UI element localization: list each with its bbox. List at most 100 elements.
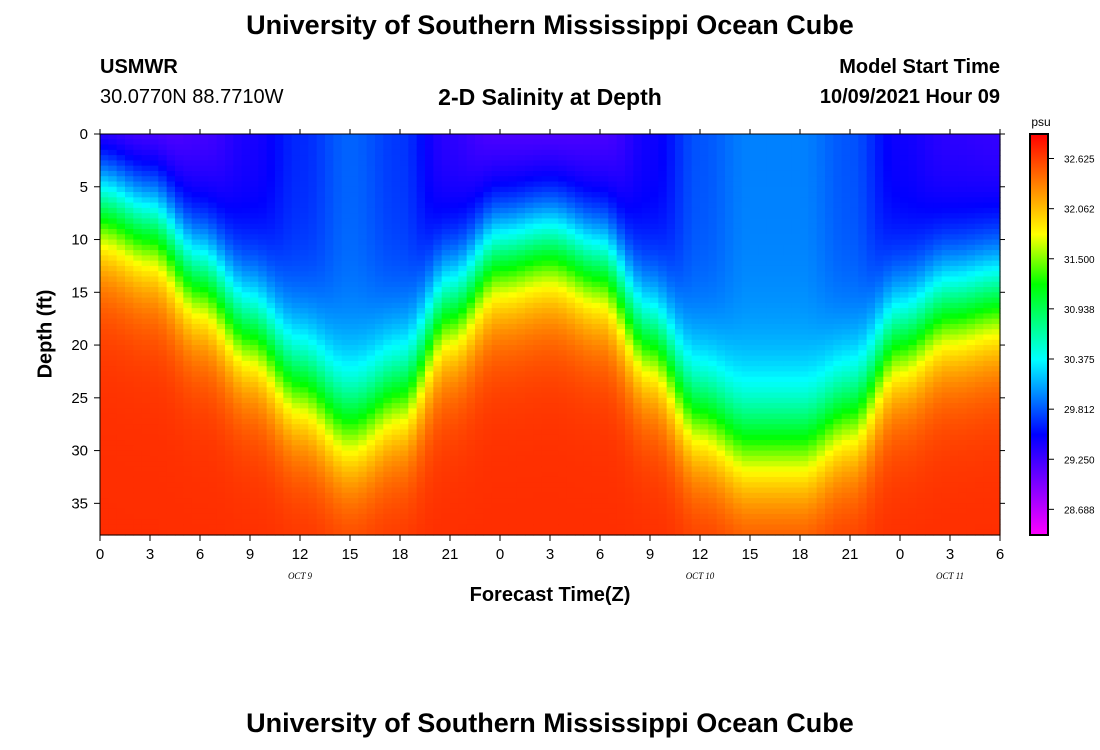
heatmap-cell xyxy=(566,160,576,167)
heatmap-cell xyxy=(133,202,143,209)
heatmap-cell xyxy=(508,308,518,314)
heatmap-cell xyxy=(158,339,168,346)
heatmap-cell xyxy=(350,371,359,378)
heatmap-cell xyxy=(108,387,118,394)
heatmap-cell xyxy=(575,213,584,220)
heatmap-cell xyxy=(358,408,368,415)
heatmap-cell xyxy=(475,202,484,209)
heatmap-cell xyxy=(391,413,401,420)
heatmap-cell xyxy=(133,218,143,225)
heatmap-cell xyxy=(491,524,501,531)
heatmap-cell xyxy=(400,139,409,146)
heatmap-cell xyxy=(341,207,351,214)
heatmap-cell xyxy=(508,529,518,536)
heatmap-cell xyxy=(166,318,176,325)
heatmap-cell xyxy=(483,424,493,431)
heatmap-cell xyxy=(133,170,143,177)
heatmap-cell xyxy=(175,260,184,267)
heatmap-cell xyxy=(291,329,301,336)
heatmap-cell xyxy=(216,429,226,436)
heatmap-cell xyxy=(366,487,376,494)
heatmap-cell xyxy=(558,334,568,341)
heatmap-cell xyxy=(400,387,409,394)
heatmap-cell xyxy=(250,513,259,520)
heatmap-cell xyxy=(516,524,526,531)
heatmap-cell xyxy=(208,218,218,225)
heatmap-cell xyxy=(558,466,568,473)
heatmap-cell xyxy=(583,519,593,526)
heatmap-cell xyxy=(275,297,284,304)
heatmap-cell xyxy=(241,287,251,293)
heatmap-cell xyxy=(525,165,534,172)
heatmap-cell xyxy=(400,455,409,462)
heatmap-cell xyxy=(308,408,318,415)
heatmap-cell xyxy=(158,271,168,278)
heatmap-cell xyxy=(166,371,176,378)
heatmap-cell xyxy=(541,160,551,167)
heatmap-cell xyxy=(458,139,468,146)
heatmap-cell xyxy=(600,155,609,161)
heatmap-cell xyxy=(108,329,118,336)
heatmap-cell xyxy=(350,181,359,188)
heatmap-cell xyxy=(400,450,409,457)
heatmap-cell xyxy=(508,323,518,330)
heatmap-cell xyxy=(625,134,634,140)
heatmap-cell xyxy=(200,529,209,536)
heatmap-cell xyxy=(266,186,276,193)
heatmap-cell xyxy=(225,260,234,267)
heatmap-cell xyxy=(433,160,443,167)
heatmap-cell xyxy=(333,165,343,172)
heatmap-cell xyxy=(308,455,318,462)
heatmap-cell xyxy=(333,281,343,288)
heatmap-cell xyxy=(458,155,468,161)
heatmap-cell xyxy=(166,466,176,473)
heatmap-cell xyxy=(208,381,218,388)
heatmap-cell xyxy=(483,371,493,378)
heatmap-cell xyxy=(291,529,301,536)
heatmap-cell xyxy=(583,202,593,209)
heatmap-cell xyxy=(391,165,401,172)
heatmap-cell xyxy=(325,403,334,409)
heatmap-cell xyxy=(566,276,576,283)
heatmap-cell xyxy=(400,429,409,436)
heatmap-cell xyxy=(566,297,576,304)
heatmap-cell xyxy=(116,192,126,198)
heatmap-cell xyxy=(416,355,426,362)
heatmap-cell xyxy=(541,155,551,161)
heatmap-cell xyxy=(433,387,443,394)
heatmap-cell xyxy=(425,160,434,167)
heatmap-cell xyxy=(125,260,134,267)
heatmap-cell xyxy=(616,445,626,452)
heatmap-cell xyxy=(483,308,493,314)
heatmap-cell xyxy=(175,176,184,183)
heatmap-cell xyxy=(333,265,343,272)
heatmap-cell xyxy=(516,239,526,246)
heatmap-cell xyxy=(233,408,243,415)
heatmap-cell xyxy=(233,366,243,373)
heatmap-cell xyxy=(583,513,593,520)
heatmap-cell xyxy=(291,197,301,204)
heatmap-cell xyxy=(308,508,318,515)
heatmap-cell xyxy=(208,223,218,230)
heatmap-cell xyxy=(641,239,651,246)
heatmap-cell xyxy=(583,466,593,473)
heatmap-cell xyxy=(116,503,126,510)
heatmap-cell xyxy=(308,397,318,404)
heatmap-cell xyxy=(525,371,534,378)
heatmap-cell xyxy=(483,445,493,452)
heatmap-cell xyxy=(333,403,343,409)
heatmap-cell xyxy=(108,371,118,378)
heatmap-cell xyxy=(116,334,126,341)
heatmap-cell xyxy=(166,165,176,172)
heatmap-cell xyxy=(258,360,268,367)
heatmap-cell xyxy=(525,329,534,336)
heatmap-cell xyxy=(183,250,193,256)
heatmap-cell xyxy=(475,292,484,299)
heatmap-cell xyxy=(466,318,476,325)
heatmap-cell xyxy=(200,181,209,188)
heatmap-cell xyxy=(408,508,418,515)
heatmap-cell xyxy=(108,413,118,420)
heatmap-cell xyxy=(408,513,418,520)
heatmap-cell xyxy=(275,329,284,336)
heatmap-cell xyxy=(383,255,393,262)
